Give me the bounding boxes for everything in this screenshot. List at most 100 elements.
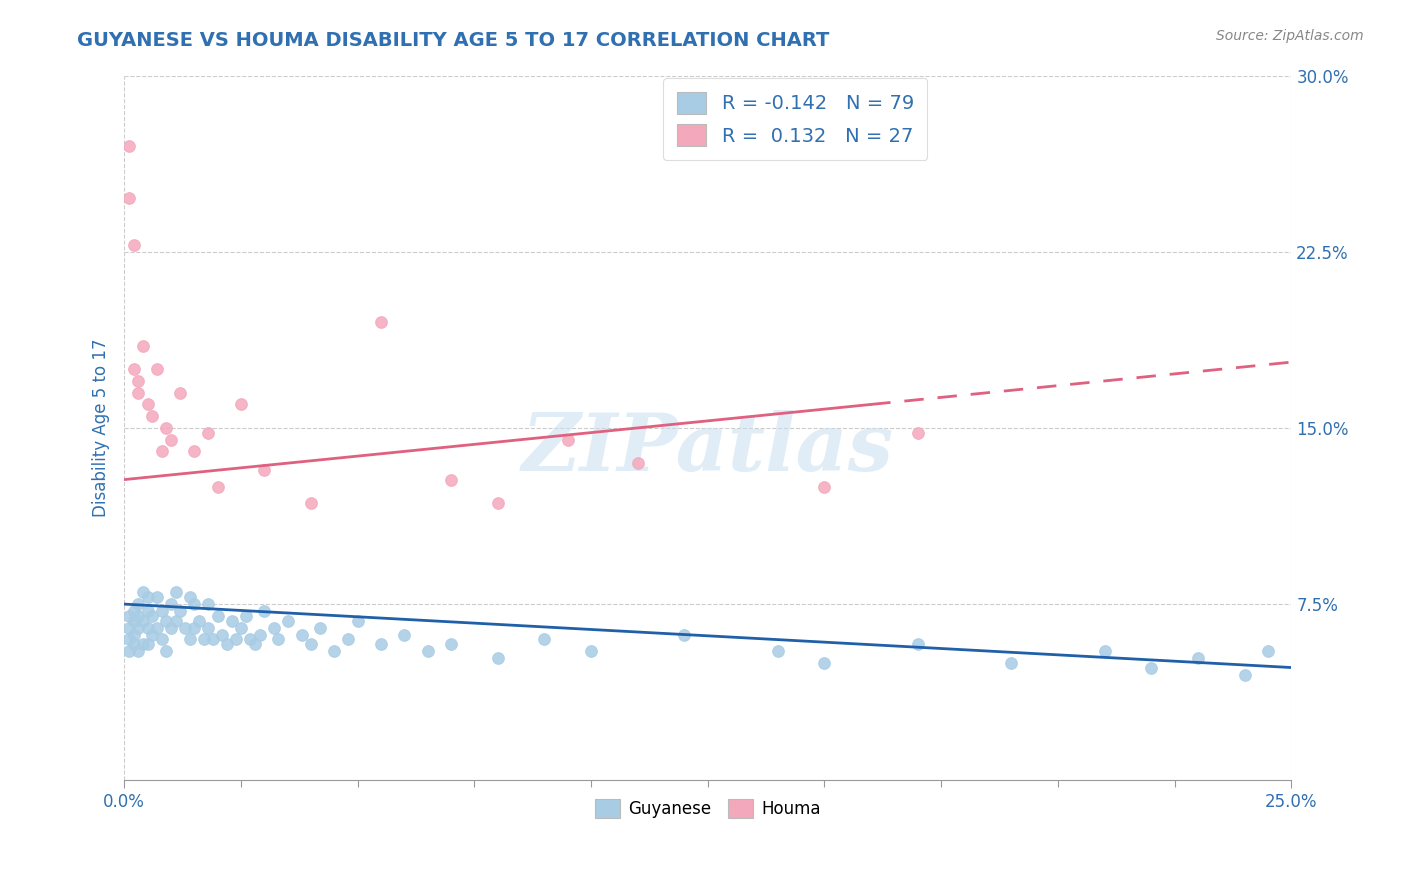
Point <box>141 608 163 623</box>
Point <box>150 632 173 647</box>
Legend: Guyanese, Houma: Guyanese, Houma <box>588 792 827 825</box>
Point <box>122 614 145 628</box>
Point <box>122 637 145 651</box>
Point <box>337 632 360 647</box>
Point <box>243 637 266 651</box>
Text: Source: ZipAtlas.com: Source: ZipAtlas.com <box>1216 29 1364 43</box>
Point <box>150 604 173 618</box>
Point <box>813 480 835 494</box>
Point <box>136 604 159 618</box>
Point <box>627 456 650 470</box>
Point <box>118 644 141 658</box>
Point <box>136 590 159 604</box>
Point <box>127 621 149 635</box>
Point <box>907 425 929 440</box>
Point <box>813 656 835 670</box>
Point <box>136 637 159 651</box>
Point <box>309 621 332 635</box>
Point <box>1140 660 1163 674</box>
Point <box>766 644 789 658</box>
Point <box>179 632 201 647</box>
Point <box>122 627 145 641</box>
Point <box>370 315 392 329</box>
Point <box>253 463 276 477</box>
Point <box>132 637 155 651</box>
Point <box>221 614 243 628</box>
Point <box>146 362 169 376</box>
Point <box>132 339 155 353</box>
Point <box>1187 651 1209 665</box>
Point <box>122 237 145 252</box>
Point <box>197 621 219 635</box>
Point <box>291 627 314 641</box>
Point <box>155 421 177 435</box>
Point <box>201 632 224 647</box>
Point <box>160 433 183 447</box>
Point <box>907 637 929 651</box>
Point <box>155 644 177 658</box>
Point <box>183 621 205 635</box>
Text: ZIPatlas: ZIPatlas <box>522 410 894 488</box>
Point <box>146 590 169 604</box>
Point <box>187 614 209 628</box>
Point <box>127 374 149 388</box>
Point <box>416 644 439 658</box>
Point <box>440 473 463 487</box>
Point <box>165 585 187 599</box>
Point <box>141 409 163 424</box>
Point <box>183 444 205 458</box>
Point <box>155 614 177 628</box>
Point <box>1000 656 1022 670</box>
Y-axis label: Disability Age 5 to 17: Disability Age 5 to 17 <box>93 339 110 517</box>
Point <box>673 627 696 641</box>
Point <box>207 480 229 494</box>
Point <box>277 614 299 628</box>
Point <box>193 632 215 647</box>
Point <box>579 644 602 658</box>
Point <box>127 644 149 658</box>
Point <box>160 621 183 635</box>
Point <box>370 637 392 651</box>
Point <box>118 139 141 153</box>
Point <box>136 621 159 635</box>
Point <box>1094 644 1116 658</box>
Point <box>440 637 463 651</box>
Point <box>122 362 145 376</box>
Point <box>299 496 322 510</box>
Point <box>253 604 276 618</box>
Point <box>1233 667 1256 681</box>
Point <box>197 425 219 440</box>
Point <box>263 621 285 635</box>
Text: GUYANESE VS HOUMA DISABILITY AGE 5 TO 17 CORRELATION CHART: GUYANESE VS HOUMA DISABILITY AGE 5 TO 17… <box>77 31 830 50</box>
Point <box>160 597 183 611</box>
Point <box>150 444 173 458</box>
Point <box>235 608 257 623</box>
Point <box>118 608 141 623</box>
Point <box>127 597 149 611</box>
Point <box>486 651 509 665</box>
Point <box>211 627 233 641</box>
Point <box>323 644 346 658</box>
Point <box>169 604 191 618</box>
Point <box>249 627 271 641</box>
Point <box>169 385 191 400</box>
Point <box>165 614 187 628</box>
Point <box>557 433 579 447</box>
Point <box>118 621 141 635</box>
Point <box>146 621 169 635</box>
Point <box>229 621 252 635</box>
Point <box>174 621 197 635</box>
Point <box>132 614 155 628</box>
Point <box>179 590 201 604</box>
Point <box>267 632 290 647</box>
Point <box>225 632 247 647</box>
Point <box>183 597 205 611</box>
Point <box>239 632 262 647</box>
Point <box>118 191 141 205</box>
Point <box>229 397 252 411</box>
Point <box>122 604 145 618</box>
Point <box>346 614 368 628</box>
Point <box>215 637 238 651</box>
Point <box>132 585 155 599</box>
Point <box>207 608 229 623</box>
